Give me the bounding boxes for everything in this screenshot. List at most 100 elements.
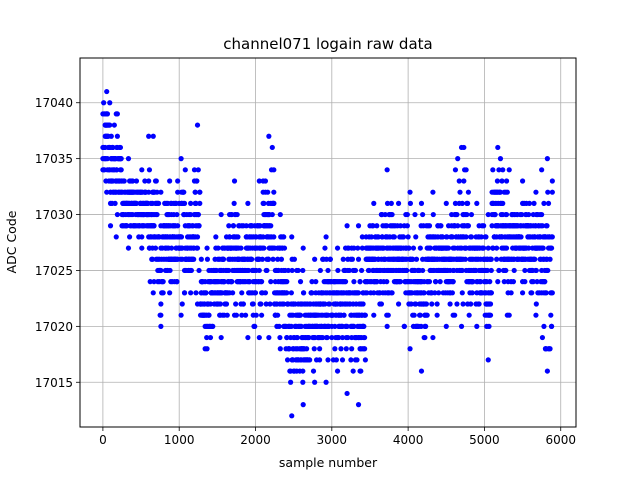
data-point [325, 267, 331, 274]
data-point [257, 223, 263, 229]
data-point [139, 234, 145, 240]
data-point [343, 346, 349, 352]
data-point [253, 312, 259, 318]
data-point [458, 144, 465, 151]
data-point [444, 234, 450, 240]
data-point [288, 379, 294, 385]
data-point [541, 200, 547, 206]
data-point [270, 256, 276, 262]
data-point [281, 245, 288, 251]
data-point [191, 167, 198, 173]
data-point [452, 167, 459, 173]
data-point [243, 223, 249, 229]
data-point [410, 256, 416, 262]
data-point [494, 245, 500, 251]
data-point [532, 256, 538, 262]
data-point [269, 211, 275, 218]
data-point [265, 189, 271, 195]
data-point [423, 301, 430, 307]
data-point [204, 256, 211, 262]
data-point [360, 301, 366, 307]
data-point [497, 156, 504, 162]
data-point [332, 323, 338, 329]
data-point [485, 357, 491, 363]
data-point [334, 245, 341, 251]
data-point [503, 211, 510, 218]
data-point [406, 245, 412, 251]
data-point [504, 189, 510, 195]
data-point [384, 279, 390, 285]
data-point [423, 323, 429, 329]
axis-ticks: 0 1000 2000 3000 4000 5000 6000 17015 17020 17025… [35, 96, 576, 447]
data-point [139, 245, 145, 251]
data-point [549, 189, 555, 195]
data-point [454, 301, 460, 307]
data-point [335, 267, 341, 274]
data-point [336, 334, 342, 341]
data-point [146, 189, 152, 195]
data-point [204, 346, 210, 352]
data-point [384, 323, 390, 329]
data-point [332, 346, 338, 352]
data-point [246, 267, 252, 274]
data-point [339, 334, 346, 341]
data-point [112, 200, 118, 206]
plot-frame [79, 57, 577, 428]
data-point [191, 256, 197, 262]
data-point [539, 211, 545, 218]
data-point [426, 223, 433, 229]
data-point [530, 279, 536, 285]
data-point [158, 323, 164, 329]
data-point [548, 323, 555, 329]
data-point [355, 402, 362, 408]
data-point [101, 100, 107, 106]
data-point [430, 334, 436, 341]
data-point [114, 211, 120, 218]
data-point [281, 234, 287, 240]
y-tick-label: 17025 [35, 264, 73, 278]
data-point [526, 200, 533, 206]
data-point [179, 301, 185, 307]
x-tick-label: 0 [99, 433, 107, 447]
data-point [531, 200, 537, 206]
x-tick-label: 5000 [469, 433, 500, 447]
data-point [133, 178, 140, 184]
data-point [489, 223, 495, 229]
data-point [261, 245, 267, 251]
data-point [195, 167, 201, 173]
data-point [511, 267, 517, 274]
data-point [351, 323, 357, 329]
data-point [506, 167, 512, 173]
data-point [286, 346, 292, 352]
data-point [249, 256, 255, 262]
data-point [459, 290, 465, 296]
data-point [468, 211, 475, 218]
data-point [371, 312, 377, 318]
data-point [436, 290, 442, 296]
data-point [490, 167, 496, 173]
data-point [342, 279, 349, 285]
data-point [540, 245, 546, 251]
data-point [175, 178, 181, 184]
data-point [309, 290, 315, 296]
data-point [312, 379, 318, 385]
data-point [539, 334, 546, 341]
data-point [344, 323, 350, 329]
data-point [418, 368, 425, 374]
data-point [359, 245, 365, 251]
data-point [325, 357, 331, 363]
data-point [429, 301, 435, 307]
data-point [150, 133, 156, 139]
data-point [174, 211, 180, 218]
x-tick-label: 6000 [545, 433, 576, 447]
data-point [485, 245, 491, 251]
data-point [275, 312, 281, 318]
chart-title: channel071 logain raw data [223, 35, 432, 53]
data-point [181, 290, 188, 296]
data-point [366, 267, 372, 274]
data-point [420, 267, 426, 274]
data-point [311, 346, 317, 352]
data-point [113, 234, 119, 240]
data-point [348, 357, 354, 363]
data-point [182, 167, 188, 173]
